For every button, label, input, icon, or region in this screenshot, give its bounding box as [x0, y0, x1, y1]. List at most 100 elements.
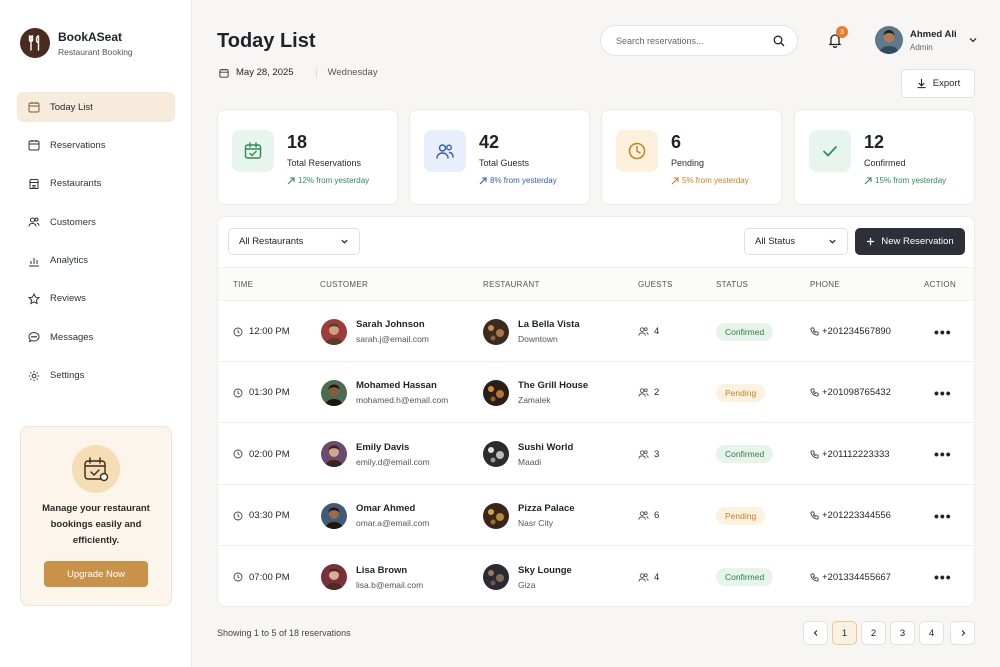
check-icon — [809, 130, 851, 172]
customer-name[interactable]: Mohamed Hassan — [356, 380, 437, 392]
users-icon — [638, 327, 649, 336]
restaurant-name[interactable]: Pizza Palace — [518, 503, 575, 515]
reservation-time: 01:30 PM — [233, 362, 290, 423]
stat-label: Pending — [671, 158, 705, 168]
sidebar-item-label: Today List — [50, 101, 93, 113]
more-options-icon[interactable]: ••• — [934, 507, 952, 524]
pagination-page-1[interactable]: 1 — [832, 621, 857, 645]
more-options-icon[interactable]: ••• — [934, 384, 952, 401]
customer-name[interactable]: Emily Davis — [356, 441, 410, 453]
reservation-time: 07:00 PM — [233, 547, 290, 606]
pagination-page-4[interactable]: 4 — [919, 621, 944, 645]
phone-icon — [810, 327, 819, 336]
table-row[interactable]: 01:30 PM Mohamed Hassan mohamed.h@email.… — [218, 362, 974, 424]
new-reservation-button[interactable]: New Reservation — [855, 228, 965, 255]
stat-card-confirmed: 12 Confirmed 15% from yesterday — [794, 109, 975, 205]
customer-cell: Lisa Brown lisa.b@email.com — [321, 547, 423, 606]
table-row[interactable]: 12:00 PM Sarah Johnson sarah.j@email.com… — [218, 301, 974, 362]
search-bar[interactable] — [600, 25, 798, 56]
table-row[interactable]: 02:00 PM Emily Davis emily.d@email.com S… — [218, 424, 974, 485]
restaurant-name[interactable]: Sky Lounge — [518, 564, 572, 576]
guest-count: 2 — [654, 387, 660, 399]
restaurant-name[interactable]: The Grill House — [518, 380, 589, 392]
phone-number[interactable]: +201223344556 — [822, 510, 891, 522]
clock-icon — [233, 327, 243, 336]
trend-up-icon — [864, 176, 872, 184]
calendar-outline-icon — [28, 140, 40, 151]
gear-icon — [28, 370, 40, 381]
pagination-page-3[interactable]: 3 — [890, 621, 915, 645]
table-row[interactable]: 07:00 PM Lisa Brown lisa.b@email.com Sky… — [218, 547, 974, 606]
phone-number[interactable]: +201334455667 — [822, 571, 891, 583]
column-header-restaurant[interactable]: RESTAURANT — [483, 280, 540, 289]
date-row: May 28, 2025 Wednesday — [219, 67, 378, 78]
status-cell: Pending — [716, 362, 766, 423]
reservation-time: 02:00 PM — [233, 424, 290, 485]
column-header-time[interactable]: TIME — [233, 280, 254, 289]
sidebar-item-analytics[interactable]: Analytics — [17, 246, 175, 276]
restaurant-cell: Pizza Palace Nasr City — [483, 485, 575, 546]
chevron-down-icon[interactable] — [968, 35, 978, 45]
upgrade-now-button[interactable]: Upgrade Now — [44, 561, 148, 587]
reservation-time-text: 12:00 PM — [249, 326, 290, 337]
restaurant-area: Downtown — [518, 334, 558, 344]
search-icon[interactable] — [773, 35, 785, 47]
phone-number[interactable]: +201234567890 — [822, 326, 891, 337]
sidebar-item-messages[interactable]: Messages — [17, 322, 175, 352]
store-icon — [29, 178, 39, 189]
column-header-customer[interactable]: CUSTOMER — [320, 280, 369, 289]
status-filter-select[interactable]: All Status — [744, 228, 848, 255]
restaurant-area: Giza — [518, 579, 536, 590]
customer-name[interactable]: Omar Ahmed — [356, 503, 416, 515]
reservation-time-text: 03:30 PM — [249, 510, 290, 522]
restaurant-filter-select[interactable]: All Restaurants — [228, 228, 360, 255]
table-row[interactable]: 03:30 PM Omar Ahmed omar.a@email.com Piz… — [218, 485, 974, 547]
reservation-time: 03:30 PM — [233, 485, 290, 546]
restaurant-thumbnail — [483, 441, 509, 468]
column-header-phone[interactable]: PHONE — [810, 280, 840, 289]
restaurant-cell: Sushi World Maadi — [483, 424, 573, 485]
customer-name[interactable]: Lisa Brown — [356, 564, 408, 576]
pagination-prev-button[interactable] — [803, 621, 828, 645]
restaurant-name[interactable]: La Bella Vista — [518, 319, 580, 330]
restaurant-cell: Sky Lounge Giza — [483, 547, 572, 606]
status-badge: Confirmed — [716, 445, 774, 464]
more-options-icon[interactable]: ••• — [934, 446, 952, 463]
search-input[interactable] — [616, 35, 773, 46]
phone-cell: +201112223333 — [810, 424, 890, 485]
more-options-icon[interactable]: ••• — [934, 323, 952, 340]
status-badge: Pending — [716, 383, 766, 402]
notifications-button[interactable]: 3 — [827, 26, 848, 50]
export-button[interactable]: Export — [901, 69, 975, 98]
pagination-summary: Showing 1 to 5 of 18 reservations — [217, 628, 351, 638]
trend-up-icon — [671, 176, 679, 184]
sidebar-item-customers[interactable]: Customers — [17, 207, 175, 237]
more-options-icon[interactable]: ••• — [934, 569, 952, 586]
restaurant-name[interactable]: Sushi World — [518, 441, 574, 453]
customer-name[interactable]: Sarah Johnson — [356, 319, 425, 330]
stat-value: 42 — [479, 132, 500, 152]
stat-trend: 5% from yesterday — [671, 176, 749, 185]
stat-trend: 8% from yesterday — [479, 176, 557, 185]
avatar — [321, 318, 347, 345]
clock-icon — [233, 511, 243, 521]
sidebar-item-restaurants[interactable]: Restaurants — [17, 169, 175, 199]
reservation-time-text: 07:00 PM — [249, 571, 290, 583]
phone-number[interactable]: +201112223333 — [822, 448, 890, 460]
phone-icon — [810, 388, 819, 397]
column-header-guests[interactable]: GUESTS — [638, 280, 673, 289]
notification-count-badge: 3 — [836, 26, 848, 38]
sidebar-item-reviews[interactable]: Reviews — [17, 284, 175, 314]
sidebar-item-reservations[interactable]: Reservations — [17, 130, 175, 160]
brand[interactable]: BookASeat Restaurant Booking — [20, 28, 133, 58]
pagination-page-2[interactable]: 2 — [861, 621, 886, 645]
sidebar-item-today-list[interactable]: Today List — [17, 92, 175, 122]
phone-number[interactable]: +201098765432 — [822, 387, 891, 399]
download-icon — [917, 78, 926, 89]
sidebar-item-settings[interactable]: Settings — [17, 361, 175, 391]
user-menu[interactable]: Ahmed Ali Admin — [875, 26, 978, 54]
stat-card-pending: 6 Pending 5% from yesterday — [601, 109, 782, 205]
pagination-next-button[interactable] — [950, 621, 975, 645]
customer-cell: Mohamed Hassan mohamed.h@email.com — [321, 362, 448, 423]
column-header-status[interactable]: STATUS — [716, 280, 749, 289]
